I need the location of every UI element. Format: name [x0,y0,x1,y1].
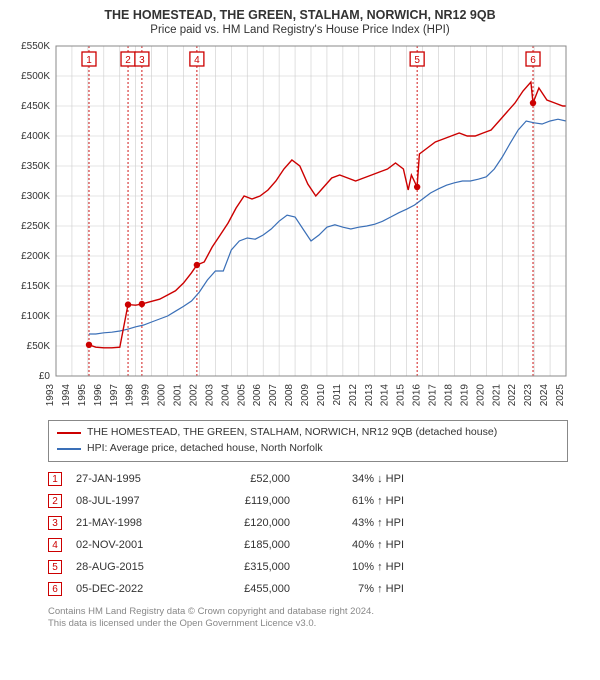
row-price: £185,000 [200,539,290,551]
row-date: 21-MAY-1998 [76,517,186,529]
svg-text:1995: 1995 [77,384,88,407]
row-diff: 10% ↑ HPI [304,561,404,573]
svg-text:2011: 2011 [332,384,343,406]
row-marker: 3 [48,516,62,530]
svg-text:1999: 1999 [141,384,152,407]
row-date: 08-JUL-1997 [76,495,186,507]
svg-text:£450K: £450K [21,101,50,112]
svg-text:3: 3 [139,55,145,66]
svg-text:2001: 2001 [173,384,184,407]
svg-text:2012: 2012 [348,384,359,407]
row-marker: 6 [48,582,62,596]
row-marker: 1 [48,472,62,486]
svg-text:2000: 2000 [157,384,168,407]
svg-text:1993: 1993 [45,384,56,407]
legend-swatch [57,448,81,450]
svg-text:2006: 2006 [252,384,263,407]
svg-text:2018: 2018 [443,384,454,407]
svg-text:2015: 2015 [396,384,407,407]
svg-text:2017: 2017 [428,384,439,407]
svg-text:1996: 1996 [93,384,104,407]
svg-text:2005: 2005 [236,384,247,407]
footnote: Contains HM Land Registry data © Crown c… [48,606,568,631]
row-date: 27-JAN-1995 [76,473,186,485]
svg-text:£50K: £50K [27,341,51,352]
row-date: 02-NOV-2001 [76,539,186,551]
legend-label: HPI: Average price, detached house, Nort… [87,441,323,457]
row-marker: 4 [48,538,62,552]
chart: £0 £50K £100K £150K £200K £250K £300K £350K £400… [10,42,590,412]
row-diff: 43% ↑ HPI [304,517,404,529]
table-row: 4 02-NOV-2001 £185,000 40% ↑ HPI [48,534,568,556]
chart-svg: £0 £50K £100K £150K £200K £250K £300K £350K £400… [10,42,590,412]
svg-text:1994: 1994 [61,384,72,407]
row-diff: 7% ↑ HPI [304,583,404,595]
table-row: 2 08-JUL-1997 £119,000 61% ↑ HPI [48,490,568,512]
row-diff: 34% ↓ HPI [304,473,404,485]
row-price: £120,000 [200,517,290,529]
svg-text:2009: 2009 [300,384,311,407]
legend-swatch [57,432,81,434]
svg-text:2016: 2016 [412,384,423,407]
legend-label: THE HOMESTEAD, THE GREEN, STALHAM, NORWI… [87,425,497,441]
svg-text:2008: 2008 [284,384,295,407]
row-price: £119,000 [200,495,290,507]
row-price: £52,000 [200,473,290,485]
svg-text:2023: 2023 [523,384,534,407]
svg-text:£200K: £200K [21,251,50,262]
chart-container: THE HOMESTEAD, THE GREEN, STALHAM, NORWI… [0,0,600,680]
svg-text:6: 6 [530,55,536,66]
row-price: £315,000 [200,561,290,573]
title-address: THE HOMESTEAD, THE GREEN, STALHAM, NORWI… [10,8,590,22]
svg-text:£250K: £250K [21,221,50,232]
legend-row: THE HOMESTEAD, THE GREEN, STALHAM, NORWI… [57,425,559,441]
svg-text:1: 1 [86,55,92,66]
row-date: 28-AUG-2015 [76,561,186,573]
svg-text:£350K: £350K [21,161,50,172]
svg-text:£300K: £300K [21,191,50,202]
titles: THE HOMESTEAD, THE GREEN, STALHAM, NORWI… [10,8,590,36]
svg-text:2020: 2020 [475,384,486,407]
table-row: 1 27-JAN-1995 £52,000 34% ↓ HPI [48,468,568,490]
svg-text:1998: 1998 [125,384,136,407]
svg-text:4: 4 [194,55,200,66]
svg-text:£550K: £550K [21,42,50,52]
row-diff: 40% ↑ HPI [304,539,404,551]
table-row: 5 28-AUG-2015 £315,000 10% ↑ HPI [48,556,568,578]
svg-text:2013: 2013 [364,384,375,407]
row-price: £455,000 [200,583,290,595]
row-marker: 5 [48,560,62,574]
svg-text:2: 2 [125,55,131,66]
svg-text:2007: 2007 [268,384,279,407]
legend-row: HPI: Average price, detached house, Nort… [57,441,559,457]
row-date: 05-DEC-2022 [76,583,186,595]
svg-text:£400K: £400K [21,131,50,142]
svg-text:5: 5 [414,55,420,66]
footnote-line1: Contains HM Land Registry data © Crown c… [48,606,568,618]
svg-text:2002: 2002 [188,384,199,407]
svg-text:2003: 2003 [204,384,215,407]
svg-text:£150K: £150K [21,281,50,292]
svg-text:2021: 2021 [491,384,502,407]
legend: THE HOMESTEAD, THE GREEN, STALHAM, NORWI… [48,420,568,462]
svg-text:£0: £0 [39,371,51,382]
svg-text:2014: 2014 [380,384,391,407]
row-marker: 2 [48,494,62,508]
svg-text:2022: 2022 [507,384,518,407]
row-diff: 61% ↑ HPI [304,495,404,507]
svg-text:2019: 2019 [459,384,470,407]
svg-text:1997: 1997 [109,384,120,407]
svg-text:£500K: £500K [21,71,50,82]
footnote-line2: This data is licensed under the Open Gov… [48,618,568,630]
svg-text:2004: 2004 [220,384,231,407]
title-subtitle: Price paid vs. HM Land Registry's House … [10,24,590,36]
sales-table: 1 27-JAN-1995 £52,000 34% ↓ HPI 2 08-JUL-1997… [48,468,568,600]
svg-text:2010: 2010 [316,384,327,407]
svg-text:2024: 2024 [539,384,550,407]
svg-text:2025: 2025 [555,384,566,407]
table-row: 3 21-MAY-1998 £120,000 43% ↑ HPI [48,512,568,534]
svg-text:£100K: £100K [21,311,50,322]
table-row: 6 05-DEC-2022 £455,000 7% ↑ HPI [48,578,568,600]
